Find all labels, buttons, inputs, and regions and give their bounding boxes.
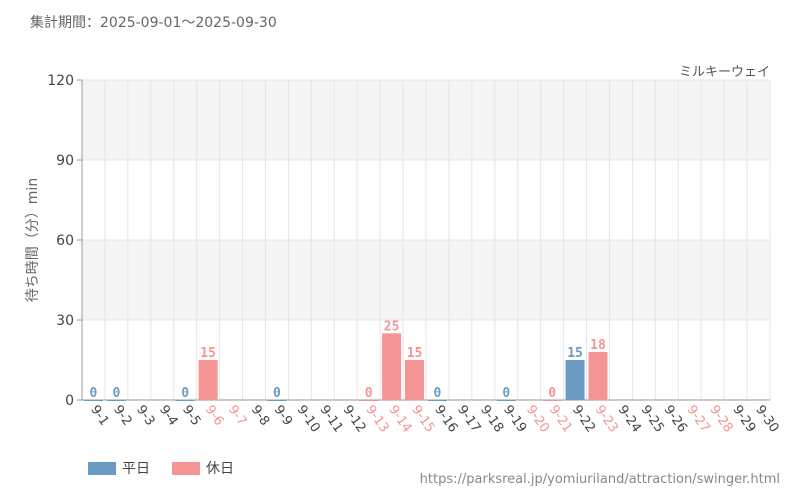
x-tick-label: 9-30 xyxy=(752,403,781,436)
x-tick-label: 9-26 xyxy=(661,403,690,436)
legend: 平日 休日 xyxy=(88,458,256,478)
x-tick-label: 9-8 xyxy=(248,403,272,429)
bar-value-label: 0 xyxy=(502,386,510,401)
bar-value-label: 0 xyxy=(273,386,281,401)
bar xyxy=(382,333,402,400)
bar xyxy=(496,400,516,401)
x-tick-label: 9-19 xyxy=(500,403,529,436)
bar xyxy=(198,360,218,400)
y-tick-label: 0 xyxy=(65,393,74,409)
x-tick-label: 9-12 xyxy=(339,403,368,436)
legend-holiday-label: 休日 xyxy=(206,461,234,477)
period-label: 集計期間：2025-09-01～2025-09-30 xyxy=(30,15,277,31)
y-tick-label: 90 xyxy=(56,153,74,169)
legend-holiday[interactable]: 休日 xyxy=(172,458,234,478)
bar xyxy=(267,400,287,401)
x-tick-label: 9-3 xyxy=(133,403,157,429)
bar xyxy=(588,352,608,400)
legend-weekday-swatch xyxy=(88,461,116,475)
bar xyxy=(405,360,425,400)
bar xyxy=(542,400,562,401)
x-tick-label: 9-21 xyxy=(546,403,575,436)
bar-value-label: 15 xyxy=(567,346,583,361)
legend-weekday-label: 平日 xyxy=(122,461,150,477)
y-tick-label: 120 xyxy=(47,73,74,89)
bar xyxy=(359,400,379,401)
bar-value-label: 0 xyxy=(90,386,98,401)
bar xyxy=(83,400,103,401)
bar xyxy=(427,400,447,401)
y-tick-label: 30 xyxy=(56,313,74,329)
x-tick-label: 9-27 xyxy=(683,403,712,436)
x-tick-label: 9-28 xyxy=(706,403,735,436)
bar xyxy=(175,400,195,401)
bar-value-label: 0 xyxy=(181,386,189,401)
x-tick-label: 9-10 xyxy=(294,403,323,436)
x-tick-label: 9-24 xyxy=(615,403,644,436)
x-tick-label: 9-16 xyxy=(431,403,460,436)
bar-value-label: 15 xyxy=(200,346,216,361)
source-url[interactable]: https://parksreal.jp/yomiuriland/attract… xyxy=(419,472,780,487)
bar-value-label: 25 xyxy=(384,319,400,334)
attraction-name: ミルキーウェイ xyxy=(678,65,770,80)
x-tick-label: 9-17 xyxy=(454,403,483,436)
bar-value-label: 15 xyxy=(407,346,423,361)
x-tick-label: 9-13 xyxy=(362,403,391,436)
bar-value-label: 0 xyxy=(548,386,556,401)
x-tick-label: 9-4 xyxy=(156,403,180,429)
x-tick-label: 9-18 xyxy=(477,403,506,436)
x-tick-label: 9-23 xyxy=(592,403,621,436)
x-tick-label: 9-29 xyxy=(729,403,758,436)
legend-holiday-swatch xyxy=(172,461,200,475)
legend-weekday[interactable]: 平日 xyxy=(88,458,150,478)
y-axis-label: 待ち時間（分）min xyxy=(25,178,41,302)
x-tick-label: 9-5 xyxy=(179,403,203,429)
x-tick-label: 9-9 xyxy=(271,403,295,429)
y-tick-label: 60 xyxy=(56,233,74,249)
x-tick-label: 9-6 xyxy=(202,403,226,429)
x-tick-label: 9-1 xyxy=(87,403,111,429)
x-tick-label: 9-20 xyxy=(523,403,552,436)
bar-value-label: 0 xyxy=(365,386,373,401)
x-tick-label: 9-2 xyxy=(110,403,134,429)
bar xyxy=(565,360,585,400)
x-tick-label: 9-14 xyxy=(385,403,414,436)
x-tick-label: 9-11 xyxy=(317,403,346,436)
x-tick-label: 9-7 xyxy=(225,403,249,429)
x-tick-label: 9-15 xyxy=(408,403,437,436)
bar-value-label: 18 xyxy=(590,338,606,353)
bar-value-label: 0 xyxy=(434,386,442,401)
x-tick-label: 9-25 xyxy=(638,403,667,436)
x-tick-label: 9-22 xyxy=(569,403,598,436)
bar xyxy=(106,400,126,401)
bar-value-label: 0 xyxy=(112,386,120,401)
